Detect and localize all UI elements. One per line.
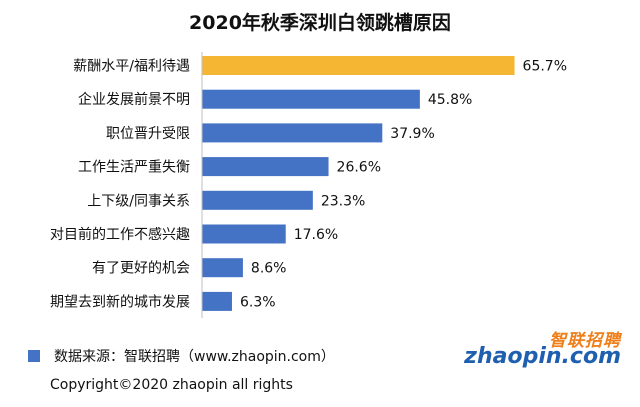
category-label: 职位晋升受限 bbox=[106, 126, 190, 142]
data-label: 26.6% bbox=[337, 160, 381, 176]
data-label: 17.6% bbox=[294, 227, 338, 243]
category-label: 上下级/同事关系 bbox=[87, 193, 190, 209]
category-label: 对目前的工作不感兴趣 bbox=[50, 226, 190, 243]
source-marker bbox=[28, 350, 40, 362]
category-label: 有了更好的机会 bbox=[92, 261, 190, 277]
source-text: 数据来源：智联招聘（www.zhaopin.com） bbox=[54, 349, 335, 365]
data-label: 23.3% bbox=[321, 193, 365, 209]
category-label: 企业发展前景不明 bbox=[78, 91, 190, 108]
bar bbox=[202, 123, 383, 143]
category-label: 工作生活严重失衡 bbox=[78, 160, 190, 176]
data-label: 37.9% bbox=[390, 126, 434, 142]
data-label: 65.7% bbox=[523, 59, 567, 75]
logo-text-cn: 智联招聘 bbox=[549, 331, 621, 351]
bar bbox=[202, 89, 420, 109]
data-source: 数据来源：智联招聘（www.zhaopin.com） bbox=[28, 347, 335, 365]
chart-title: 2020年秋季深圳白领跳槽原因 bbox=[189, 12, 451, 34]
category-label: 期望去到新的城市发展 bbox=[50, 293, 190, 310]
zhaopin-logo: 智联招聘 zhaopin.com bbox=[464, 326, 625, 372]
copyright-text: Copyright©2020 zhaopin all rights bbox=[50, 377, 293, 393]
bar bbox=[202, 190, 313, 210]
data-label: 45.8% bbox=[428, 92, 472, 108]
data-label: 6.3% bbox=[240, 294, 276, 310]
bar bbox=[202, 56, 515, 75]
bar bbox=[202, 157, 329, 177]
data-label: 8.6% bbox=[251, 261, 287, 277]
logo-text-en: zhaopin.com bbox=[464, 344, 621, 369]
bar bbox=[202, 258, 243, 278]
bar bbox=[202, 291, 232, 311]
bar bbox=[202, 224, 286, 244]
category-label: 薪酬水平/福利待遇 bbox=[73, 59, 190, 75]
